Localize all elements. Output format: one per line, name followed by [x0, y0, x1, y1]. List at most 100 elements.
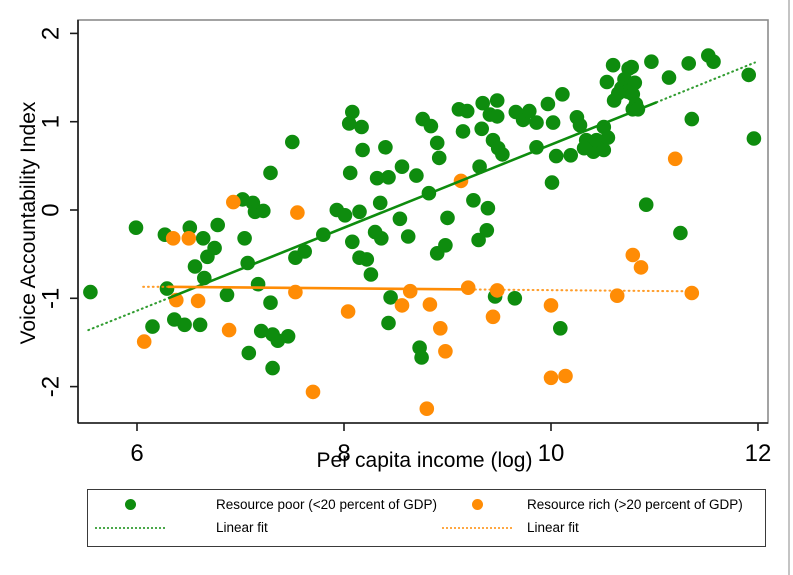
data-point-poor	[354, 119, 369, 135]
fit-line-rich-solid	[168, 285, 471, 291]
data-point-poor	[563, 148, 578, 163]
data-point-poor	[342, 165, 358, 181]
data-point-poor	[381, 315, 396, 331]
data-point-poor	[507, 291, 523, 306]
data-point-poor	[345, 104, 360, 120]
data-point-poor	[392, 211, 408, 227]
data-point-poor	[681, 56, 696, 71]
data-point-poor	[606, 93, 622, 108]
data-point-poor	[480, 200, 496, 216]
data-point-poor	[255, 203, 271, 219]
data-point-rich	[460, 280, 476, 296]
data-point-rich	[543, 298, 559, 313]
data-point-poor	[355, 142, 370, 158]
data-point-poor	[576, 140, 592, 156]
data-point-poor	[182, 220, 198, 235]
data-point-rich	[136, 334, 152, 349]
data-point-rich	[438, 344, 453, 359]
data-point-poor	[359, 252, 375, 267]
data-point-poor	[638, 197, 654, 212]
data-point-poor	[553, 321, 568, 336]
data-point-poor	[363, 267, 379, 282]
data-point-poor	[605, 57, 621, 73]
data-point-poor	[253, 323, 269, 339]
data-point-poor	[555, 87, 570, 102]
data-point-rich	[190, 293, 206, 309]
data-point-poor	[438, 238, 453, 253]
data-point-poor	[400, 229, 416, 244]
data-point-poor	[466, 193, 481, 208]
y-tick-label: 1	[37, 115, 64, 128]
fit-line-poor-dotted	[87, 297, 170, 332]
data-point-poor	[207, 240, 222, 256]
data-point-poor	[522, 103, 537, 119]
data-point-poor	[341, 116, 357, 131]
data-point-poor	[280, 329, 296, 344]
data-point-poor	[128, 220, 144, 235]
legend-label-resource-poor: Resource poor (<20 percent of GDP)	[216, 497, 437, 512]
data-point-rich	[558, 368, 573, 384]
data-point-poor	[297, 244, 313, 259]
data-point-rich	[394, 298, 410, 313]
data-point-poor	[192, 317, 208, 333]
data-point-rich	[419, 401, 435, 417]
data-point-poor	[263, 165, 278, 181]
data-point-poor	[479, 223, 495, 238]
data-point-rich	[221, 322, 237, 338]
data-point-poor	[210, 217, 225, 233]
data-point-rich	[633, 260, 649, 275]
data-point-rich	[181, 231, 197, 246]
data-point-poor	[489, 109, 505, 124]
y-axis-title: Voice Accountability Index	[17, 101, 40, 345]
linear-fit-poor-sample-icon	[95, 527, 165, 529]
data-point-poor	[471, 232, 486, 248]
data-point-poor	[474, 121, 490, 137]
data-point-poor	[83, 284, 98, 300]
data-point-poor	[159, 281, 175, 296]
data-point-rich	[402, 283, 418, 299]
data-point-poor	[529, 115, 544, 130]
data-point-rich	[305, 384, 321, 400]
data-point-poor	[644, 54, 659, 69]
data-point-poor	[661, 70, 677, 85]
data-point-poor	[263, 295, 278, 311]
legend: Resource poor (<20 percent of GDP) Linea…	[87, 489, 766, 547]
data-point-poor	[383, 290, 398, 305]
data-point-poor	[600, 130, 616, 145]
data-point-poor	[219, 287, 235, 303]
x-tick-label: 8	[337, 440, 350, 467]
data-point-rich	[485, 309, 501, 325]
linear-fit-rich-sample-icon	[442, 527, 512, 529]
data-point-poor	[372, 195, 388, 211]
data-point-rich	[684, 285, 700, 301]
data-point-poor	[431, 150, 447, 166]
x-tick-label: 6	[130, 440, 143, 467]
y-tick-label: 2	[37, 27, 64, 40]
data-point-poor	[455, 124, 471, 139]
data-point-poor	[285, 134, 300, 150]
data-point-rich	[422, 297, 438, 312]
legend-label-resource-rich: Resource rich (>20 percent of GDP)	[527, 497, 743, 512]
fit-line-poor-solid	[167, 101, 658, 300]
data-point-poor	[237, 231, 252, 246]
data-point-poor	[459, 103, 475, 119]
data-point-poor	[673, 225, 688, 241]
data-point-poor	[596, 142, 612, 158]
data-point-poor	[187, 259, 203, 274]
data-point-poor	[475, 95, 491, 111]
data-point-rich	[489, 283, 505, 298]
fit-line-rich-dotted	[469, 288, 684, 293]
x-tick-label: 12	[745, 440, 772, 467]
data-point-rich	[543, 370, 559, 386]
data-point-poor	[684, 111, 700, 127]
resource-rich-marker-icon	[472, 499, 483, 510]
data-point-rich	[609, 288, 625, 304]
data-point-poor	[195, 231, 211, 246]
y-tick-label: 0	[37, 203, 64, 216]
data-point-poor	[572, 117, 588, 133]
data-point-poor	[599, 74, 615, 90]
data-point-poor	[548, 148, 564, 164]
resource-poor-marker-icon	[125, 499, 136, 510]
